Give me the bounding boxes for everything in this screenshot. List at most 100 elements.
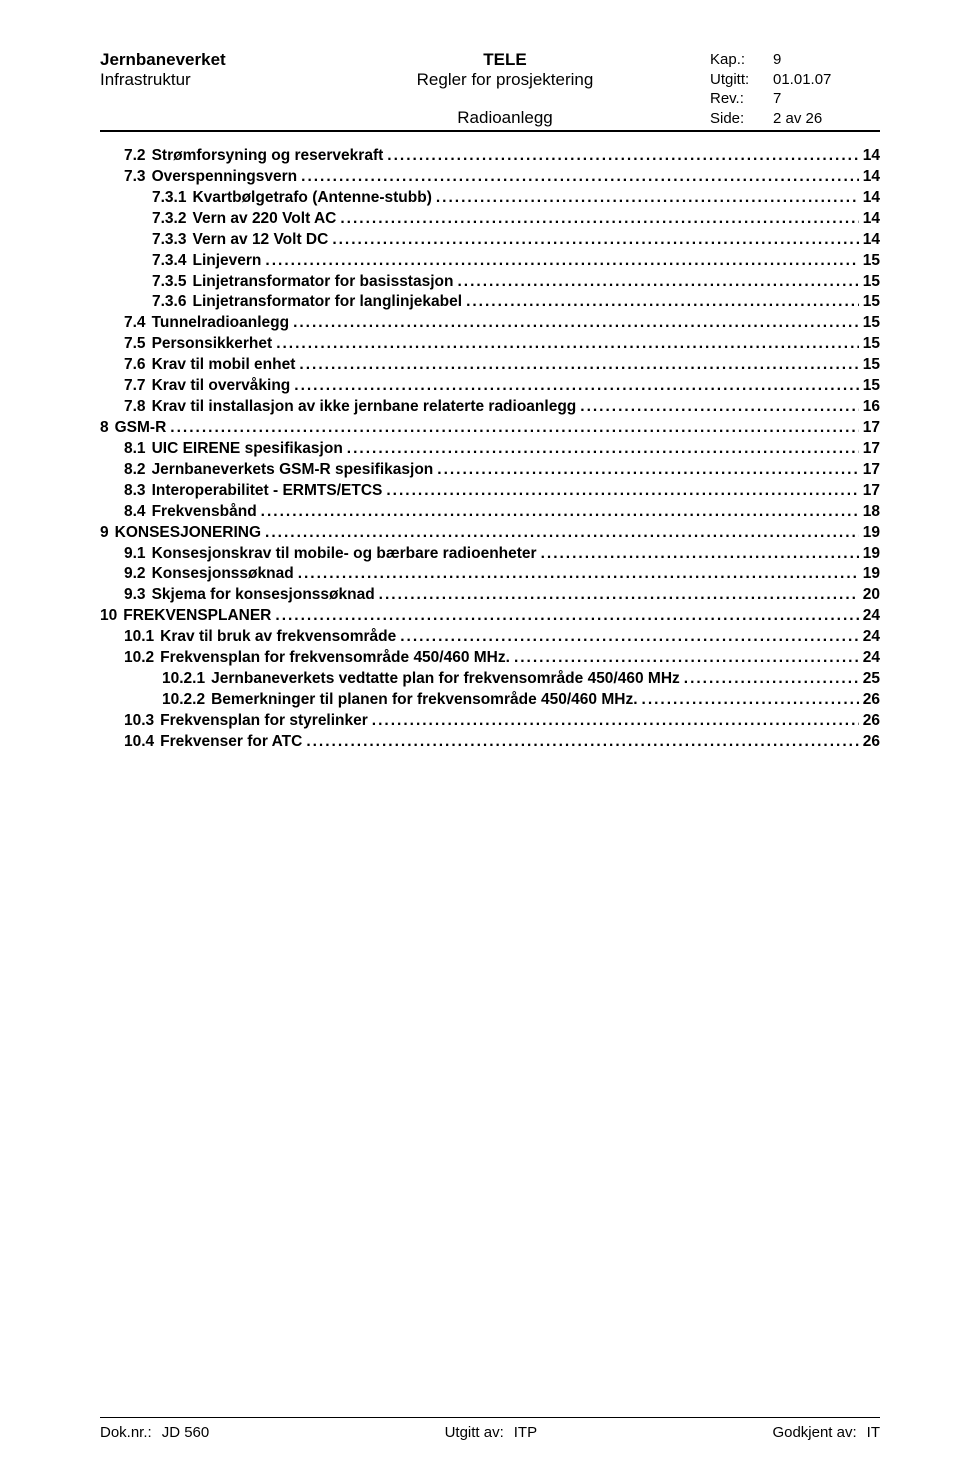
toc-entry-number: 7.7	[124, 376, 146, 397]
doc-subtitle: Regler for prosjektering	[300, 70, 710, 90]
toc-entry-title: Interoperabilitet - ERMTS/ETCS	[146, 481, 387, 502]
toc-entry: 10.2Frekvensplan for frekvensområde 450/…	[100, 648, 880, 669]
toc-dot-leader: ........................................…	[642, 690, 859, 711]
toc-entry: 8.3Interoperabilitet - ERMTS/ETCS.......…	[100, 481, 880, 502]
toc-dot-leader: ........................................…	[301, 167, 859, 188]
toc-entry-page: 26	[859, 711, 880, 732]
toc-entry-page: 24	[859, 606, 880, 627]
toc-entry: 7.8Krav til installasjon av ikke jernban…	[100, 397, 880, 418]
toc-entry-page: 14	[859, 209, 880, 230]
footer-label: Utgitt av:	[445, 1424, 504, 1441]
toc-entry: 7.3Overspenningsvern....................…	[100, 167, 880, 188]
toc-entry: 8.4Frekvensbånd.........................…	[100, 502, 880, 523]
toc-dot-leader: ........................................…	[275, 606, 858, 627]
division-name: Infrastruktur	[100, 70, 300, 90]
toc-entry: 7.4Tunnelradioanlegg....................…	[100, 313, 880, 334]
footer-value: ITP	[514, 1424, 537, 1441]
toc-entry-number: 7.4	[124, 313, 146, 334]
toc-entry-title: Krav til mobil enhet	[146, 355, 300, 376]
toc-dot-leader: ........................................…	[265, 251, 858, 272]
toc-dot-leader: ........................................…	[400, 627, 859, 648]
toc-entry-number: 10.1	[124, 627, 154, 648]
page-header: Jernbaneverket Infrastruktur TELE Regler…	[100, 50, 880, 128]
toc-dot-leader: ........................................…	[387, 146, 858, 167]
toc-entry-page: 14	[859, 188, 880, 209]
toc-entry: 8.2Jernbaneverkets GSM-R spesifikasjon..…	[100, 460, 880, 481]
toc-entry-title: Skjema for konsesjonssøknad	[146, 585, 379, 606]
toc-entry-number: 7.3.5	[152, 272, 186, 293]
toc-entry: 9KONSESJONERING.........................…	[100, 523, 880, 544]
toc-entry-number: 10.2.2	[162, 690, 205, 711]
toc-entry: 9.2Konsesjonssøknad.....................…	[100, 564, 880, 585]
toc-entry: 10.2.1Jernbaneverkets vedtatte plan for …	[100, 669, 880, 690]
toc-entry: 7.7Krav til overvåking..................…	[100, 376, 880, 397]
toc-dot-leader: ........................................…	[580, 397, 858, 418]
toc-entry-title: Frekvenser for ATC	[154, 732, 306, 753]
toc-entry-page: 24	[859, 648, 880, 669]
toc-entry: 7.2Strømforsyning og reservekraft.......…	[100, 146, 880, 167]
toc-entry-number: 8.2	[124, 460, 146, 481]
document-page: Jernbaneverket Infrastruktur TELE Regler…	[0, 0, 960, 1481]
toc-entry-number: 10.2.1	[162, 669, 205, 690]
toc-entry: 9.3Skjema for konsesjonssøknad..........…	[100, 585, 880, 606]
toc-dot-leader: ........................................…	[299, 355, 858, 376]
toc-entry-page: 15	[859, 272, 880, 293]
toc-dot-leader: ........................................…	[261, 502, 859, 523]
toc-entry-number: 7.3.3	[152, 230, 186, 251]
toc-entry-number: 10.3	[124, 711, 154, 732]
toc-entry-title: Personsikkerhet	[146, 334, 277, 355]
toc-entry-page: 24	[859, 627, 880, 648]
header-right: Kap.: 9 Utgitt: 01.01.07 Rev.: 7 Side: 2…	[710, 50, 880, 128]
toc-entry-number: 7.3.2	[152, 209, 186, 230]
header-meta-row: Kap.: 9	[710, 50, 880, 70]
toc-entry-page: 19	[859, 523, 880, 544]
toc-entry-page: 26	[859, 732, 880, 753]
header-meta-value: 9	[765, 50, 880, 70]
toc-entry-page: 14	[859, 230, 880, 251]
toc-entry-title: Kvartbølgetrafo (Antenne-stubb)	[186, 188, 435, 209]
toc-entry: 10.1Krav til bruk av frekvensområde.....…	[100, 627, 880, 648]
header-meta-label: Utgitt:	[710, 70, 765, 90]
toc-entry-page: 16	[859, 397, 880, 418]
toc-entry-number: 7.6	[124, 355, 146, 376]
toc-dot-leader: ........................................…	[684, 669, 859, 690]
toc-entry-number: 7.3	[124, 167, 146, 188]
page-footer: Dok.nr.: JD 560 Utgitt av: ITP Godkjent …	[100, 1397, 880, 1441]
toc-entry-title: Strømforsyning og reservekraft	[146, 146, 388, 167]
toc-dot-leader: ........................................…	[372, 711, 859, 732]
toc-entry-title: Frekvensbånd	[146, 502, 261, 523]
toc-entry-page: 14	[859, 146, 880, 167]
footer-label: Dok.nr.:	[100, 1424, 152, 1441]
toc-dot-leader: ........................................…	[332, 230, 858, 251]
toc-entry: 10.2.2Bemerkninger til planen for frekve…	[100, 690, 880, 711]
toc-entry: 7.3.4Linjevern..........................…	[100, 251, 880, 272]
toc-entry-page: 15	[859, 292, 880, 313]
footer-center: Utgitt av: ITP	[445, 1424, 538, 1441]
toc-entry-number: 9.1	[124, 544, 146, 565]
toc-entry-title: Linjevern	[186, 251, 265, 272]
toc-entry-number: 7.3.1	[152, 188, 186, 209]
toc-entry-title: Linjetransformator for basisstasjon	[186, 272, 457, 293]
toc-entry-number: 7.8	[124, 397, 146, 418]
toc-entry: 8GSM-R..................................…	[100, 418, 880, 439]
toc-entry-number: 8.1	[124, 439, 146, 460]
toc-entry-number: 10.2	[124, 648, 154, 669]
toc-entry-title: Vern av 220 Volt AC	[186, 209, 340, 230]
doc-type: TELE	[300, 50, 710, 70]
toc-entry-number: 8.3	[124, 481, 146, 502]
toc-dot-leader: ........................................…	[293, 313, 859, 334]
footer-divider	[100, 1417, 880, 1418]
toc-dot-leader: ........................................…	[436, 188, 859, 209]
toc-entry-page: 17	[859, 460, 880, 481]
toc-dot-leader: ........................................…	[379, 585, 859, 606]
toc-entry-title: Konsesjonskrav til mobile- og bærbare ra…	[146, 544, 541, 565]
toc-entry-title: Frekvensplan for frekvensområde 450/460 …	[154, 648, 514, 669]
header-meta-value: 2 av 26	[765, 109, 880, 129]
header-meta-row: Rev.: 7	[710, 89, 880, 109]
toc-dot-leader: ........................................…	[457, 272, 858, 293]
footer-value: IT	[867, 1424, 880, 1441]
toc-entry: 10.3Frekvensplan for styrelinker........…	[100, 711, 880, 732]
toc-entry-title: Krav til bruk av frekvensområde	[154, 627, 400, 648]
header-meta-label: Rev.:	[710, 89, 765, 109]
toc-dot-leader: ........................................…	[294, 376, 858, 397]
